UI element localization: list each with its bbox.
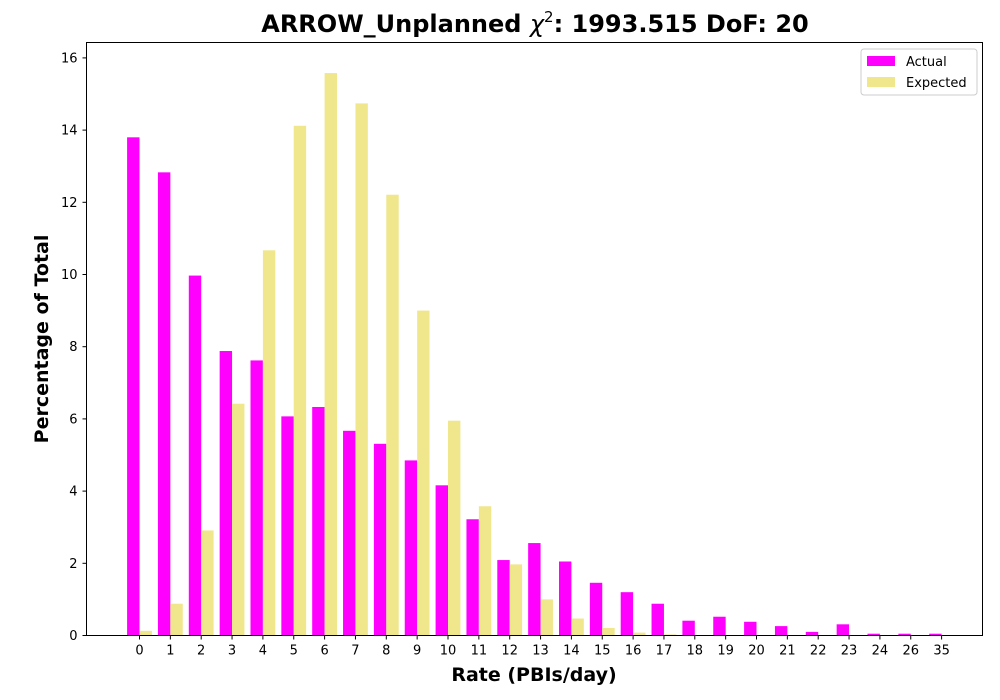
bar-expected-7: [355, 103, 368, 636]
legend: Actual Expected: [860, 48, 978, 96]
bar-actual-15: [589, 582, 603, 636]
bar-actual-12: [497, 560, 510, 636]
x-tick-label: 0: [135, 644, 143, 659]
x-tick-label: 1: [166, 644, 174, 659]
x-tick-label: 19: [717, 644, 734, 659]
x-tick-label: 22: [810, 644, 827, 659]
bar-actual-13: [528, 543, 541, 636]
x-tick-label: 16: [625, 644, 642, 659]
bar-actual-0: [127, 137, 140, 636]
x-axis-label: Rate (PBIs/day): [451, 664, 616, 686]
bar-expected-14: [571, 618, 584, 636]
bar-actual-4: [250, 360, 263, 636]
bar-actual-26: [898, 633, 911, 636]
bar-actual-16: [620, 592, 634, 636]
bar-actual-3: [219, 351, 233, 636]
y-tick-label: 10: [61, 268, 78, 283]
bar-expected-16: [633, 632, 646, 636]
y-tick-label: 6: [69, 412, 77, 427]
x-tick-label: 10: [440, 644, 457, 659]
bar-expected-5: [293, 125, 307, 636]
y-tick-label: 4: [69, 485, 77, 500]
legend-swatch-actual: [867, 56, 895, 66]
bar-expected-12: [509, 564, 523, 636]
bar-expected-13: [540, 599, 553, 636]
bar-actual-1: [157, 172, 171, 636]
bar-expected-10: [448, 420, 461, 636]
y-tick-label: 8: [69, 340, 77, 355]
legend-label-expected: Expected: [906, 76, 967, 91]
bar-actual-21: [774, 626, 788, 636]
bar-actual-6: [312, 406, 325, 636]
bar-actual-23: [836, 624, 850, 636]
bar-expected-17: [663, 634, 677, 636]
y-ticks-group: 0 2 4 6 8 10 12 14 16: [61, 51, 87, 644]
x-tick-label: 4: [259, 644, 267, 659]
bar-actual-20: [744, 621, 757, 636]
x-tick-label: 7: [351, 644, 359, 659]
bar-expected-8: [386, 194, 399, 636]
bar-expected-6: [324, 73, 337, 636]
y-tick-label: 14: [61, 124, 78, 139]
plot-area-frame: [86, 42, 983, 636]
x-tick-label: 11: [471, 644, 488, 659]
bars-group: [127, 73, 942, 636]
x-tick-label: 12: [501, 644, 518, 659]
y-tick-label: 2: [69, 557, 77, 572]
x-tick-label: 26: [902, 644, 919, 659]
x-tick-label: 15: [594, 644, 611, 659]
x-tick-label: 13: [532, 644, 549, 659]
x-tick-label: 20: [748, 644, 765, 659]
bar-actual-17: [651, 603, 664, 636]
bar-actual-8: [373, 443, 387, 636]
legend-label-actual: Actual: [906, 55, 947, 70]
bar-actual-24: [867, 633, 880, 636]
bar-actual-14: [559, 561, 572, 636]
bar-expected-9: [417, 310, 430, 636]
bar-actual-22: [805, 631, 819, 636]
bar-actual-11: [466, 519, 479, 636]
x-tick-label: 5: [290, 644, 298, 659]
y-axis-label: Percentage of Total: [31, 235, 53, 444]
x-tick-label: 14: [563, 644, 580, 659]
bar-expected-1: [170, 603, 183, 636]
x-tick-label: 3: [228, 644, 236, 659]
bar-expected-3: [232, 403, 245, 636]
x-ticks-group: 0 1 2 3 4 5 6 7 8 9 10 11 12 13 14 15 16 17 18 19 20 21 22 23 24…: [135, 635, 950, 659]
bar-actual-35: [929, 633, 942, 636]
bar-expected-11: [478, 506, 492, 636]
x-tick-label: 8: [382, 644, 390, 659]
bar-expected-4: [262, 250, 276, 636]
x-tick-label: 2: [197, 644, 205, 659]
x-tick-label: 17: [656, 644, 673, 659]
bar-actual-19: [713, 616, 726, 636]
x-tick-label: 21: [779, 644, 796, 659]
y-tick-label: 12: [61, 196, 78, 211]
bar-actual-18: [682, 620, 695, 636]
x-tick-label: 6: [320, 644, 328, 659]
bar-actual-7: [343, 430, 356, 636]
bar-expected-15: [602, 627, 615, 636]
bar-actual-2: [188, 275, 202, 636]
x-tick-label: 9: [413, 644, 421, 659]
x-tick-label: 18: [687, 644, 704, 659]
chart-title: ARROW_Unplanned χ2: 1993.515 DoF: 20: [261, 8, 809, 38]
legend-swatch-expected: [867, 77, 895, 87]
bar-expected-2: [201, 530, 214, 636]
bar-actual-9: [404, 460, 418, 636]
x-tick-label: 24: [872, 644, 889, 659]
x-tick-label: 23: [841, 644, 858, 659]
x-tick-label: 35: [933, 644, 950, 659]
bar-actual-5: [281, 416, 294, 636]
y-tick-label: 16: [61, 51, 78, 66]
bar-actual-10: [435, 485, 448, 636]
y-tick-label: 0: [69, 629, 77, 644]
bar-expected-0: [139, 630, 152, 636]
